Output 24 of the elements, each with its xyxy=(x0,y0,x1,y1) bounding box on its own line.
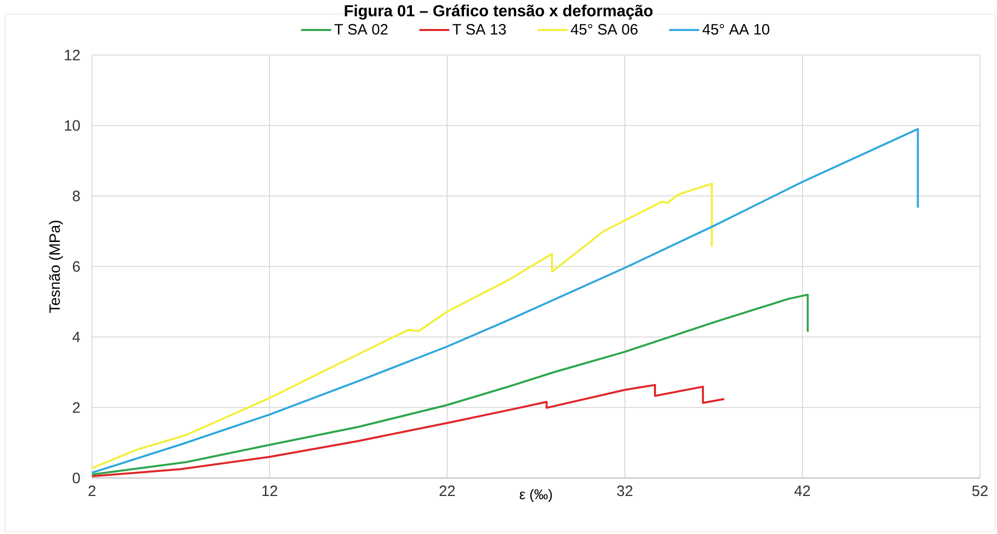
x-tick-label: 32 xyxy=(617,486,632,496)
x-tick-label: 2 xyxy=(88,486,96,496)
y-tick-label: 4 xyxy=(72,332,80,342)
y-axis-title: Tesnão (MPa) xyxy=(48,220,63,313)
legend-label: 45° AA 10 xyxy=(702,24,770,35)
x-tick-label: 12 xyxy=(262,486,278,496)
chart-title: Figura 01 – Gráfico tensão x deformação xyxy=(344,4,653,20)
x-tick-label: 52 xyxy=(972,486,988,496)
x-axis-title: ε (‰) xyxy=(520,489,552,502)
y-tick-label: 8 xyxy=(72,190,80,202)
legend-label: T SA 02 xyxy=(334,24,388,35)
legend-label: T SA 13 xyxy=(452,24,506,35)
line-series xyxy=(91,294,809,476)
y-tick-label: 2 xyxy=(72,402,80,413)
y-tick-label: 0 xyxy=(72,472,80,484)
line-series xyxy=(91,182,713,470)
x-tick-label: 22 xyxy=(440,486,455,496)
x-tick-label: 42 xyxy=(794,486,810,496)
y-tick-label: 6 xyxy=(72,261,80,272)
line-series xyxy=(91,384,726,478)
y-tick-label: 12 xyxy=(64,50,80,60)
y-tick-label: 10 xyxy=(64,120,80,131)
legend-label: 45° SA 06 xyxy=(570,24,638,35)
line-series xyxy=(91,128,919,474)
